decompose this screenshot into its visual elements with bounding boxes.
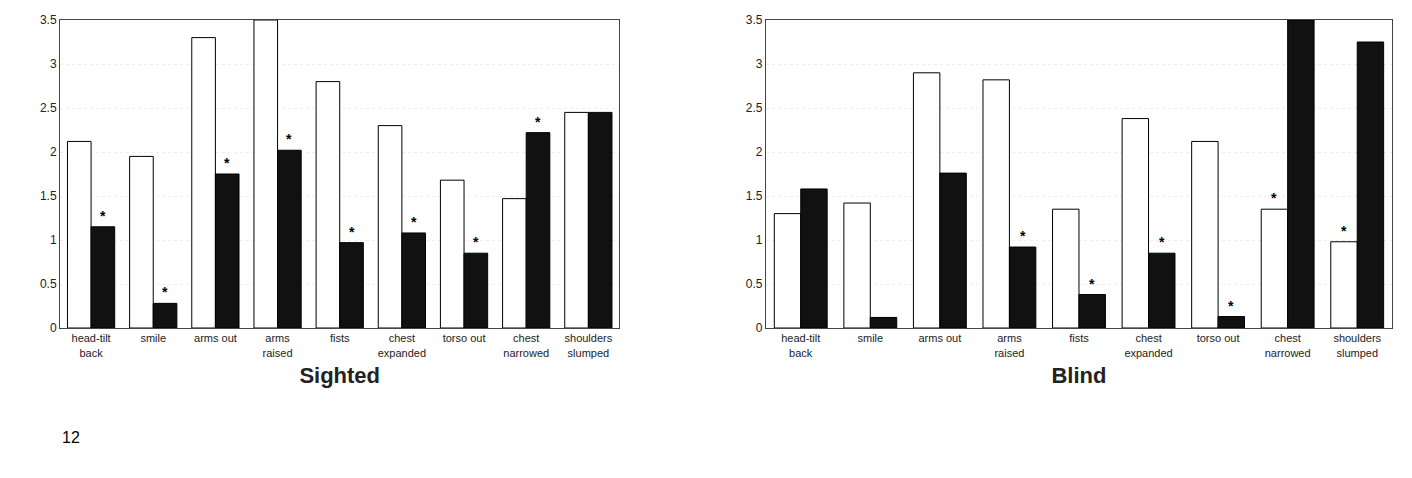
svg-text:chestexpanded: chestexpanded	[378, 332, 426, 358]
svg-text:3.5: 3.5	[746, 13, 763, 27]
svg-text:*: *	[1020, 228, 1026, 244]
svg-text:*: *	[286, 131, 292, 147]
svg-text:3.5: 3.5	[40, 13, 57, 27]
svg-text:2: 2	[50, 145, 57, 159]
svg-text:0: 0	[50, 321, 57, 335]
svg-text:*: *	[473, 234, 479, 250]
svg-text:smile: smile	[857, 332, 883, 344]
svg-text:3: 3	[50, 57, 57, 71]
svg-text:*: *	[349, 224, 355, 240]
svg-text:fists: fists	[1069, 332, 1089, 344]
svg-text:fists: fists	[330, 332, 350, 344]
svg-text:chestnarrowed: chestnarrowed	[503, 332, 549, 358]
svg-text:*: *	[1341, 223, 1347, 239]
svg-text:*: *	[100, 208, 106, 224]
svg-text:chestnarrowed: chestnarrowed	[1265, 332, 1311, 358]
svg-text:chestexpanded: chestexpanded	[1124, 332, 1172, 358]
svg-text:torso out: torso out	[443, 332, 486, 344]
svg-text:*: *	[1228, 298, 1234, 314]
svg-text:12: 12	[62, 429, 80, 446]
svg-text:shouldersslumped: shouldersslumped	[1333, 332, 1381, 358]
svg-text:Blind: Blind	[1051, 363, 1106, 388]
svg-text:smile: smile	[140, 332, 166, 344]
svg-text:head-tiltback: head-tiltback	[72, 332, 111, 358]
svg-text:armsraised: armsraised	[994, 332, 1024, 358]
svg-text:Sighted: Sighted	[299, 363, 380, 388]
svg-text:*: *	[224, 155, 230, 171]
svg-text:head-tiltback: head-tiltback	[781, 332, 820, 358]
svg-text:shouldersslumped: shouldersslumped	[565, 332, 613, 358]
svg-text:armsraised: armsraised	[263, 332, 293, 358]
svg-text:*: *	[411, 214, 417, 230]
svg-text:torso out: torso out	[1197, 332, 1240, 344]
svg-text:0.5: 0.5	[746, 277, 763, 291]
svg-text:2: 2	[756, 145, 763, 159]
svg-text:*: *	[1159, 234, 1165, 250]
svg-text:2.5: 2.5	[40, 101, 57, 115]
svg-text:arms out: arms out	[918, 332, 961, 344]
svg-text:1: 1	[50, 233, 57, 247]
svg-text:*: *	[1271, 190, 1277, 206]
svg-text:*: *	[535, 114, 541, 130]
svg-text:*: *	[1089, 276, 1095, 292]
svg-text:2.5: 2.5	[746, 101, 763, 115]
svg-text:1: 1	[756, 233, 763, 247]
svg-text:*: *	[162, 284, 168, 300]
svg-text:3: 3	[756, 57, 763, 71]
svg-text:arms out: arms out	[194, 332, 237, 344]
svg-text:1.5: 1.5	[40, 189, 57, 203]
svg-text:0.5: 0.5	[40, 277, 57, 291]
svg-text:1.5: 1.5	[746, 189, 763, 203]
svg-text:0: 0	[756, 321, 763, 335]
